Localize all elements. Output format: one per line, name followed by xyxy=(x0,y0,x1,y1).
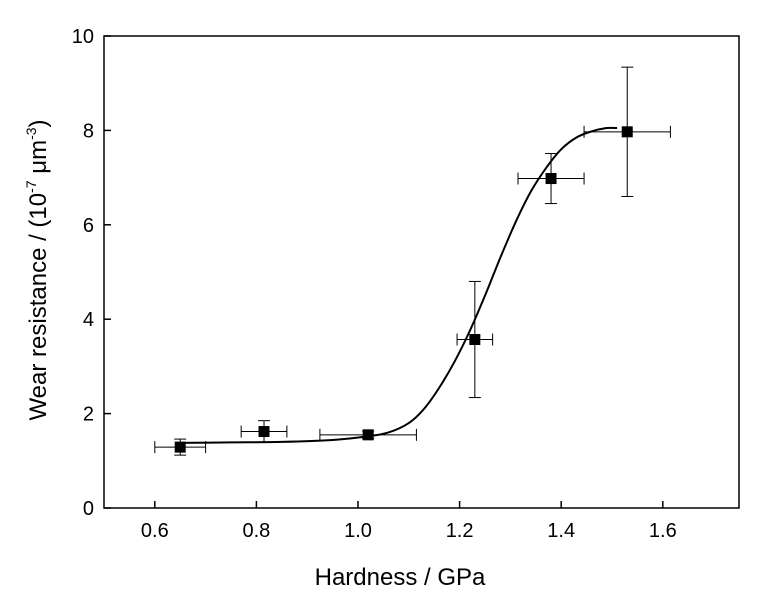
data-point xyxy=(545,173,557,185)
fit-curve xyxy=(180,126,618,444)
y-tick-label: 10 xyxy=(72,26,94,48)
data-point xyxy=(362,429,374,441)
data-point xyxy=(621,126,633,138)
x-axis-tick-labels: 0.6 0.8 1.0 1.2 1.4 1.6 xyxy=(141,520,677,542)
data-point xyxy=(174,441,186,453)
y-axis-tick-labels: 0 2 4 6 8 10 xyxy=(72,26,94,520)
y-axis-title-exp1: -7 xyxy=(23,180,39,193)
plot-frame xyxy=(103,35,740,509)
y-tick-label: 8 xyxy=(83,120,94,142)
data-point xyxy=(258,426,270,438)
y-axis-ticks xyxy=(104,35,111,509)
y-axis-title-exp2: -3 xyxy=(23,127,39,140)
y-tick-label: 2 xyxy=(83,404,94,426)
x-tick-label: 0.6 xyxy=(141,520,169,542)
y-axis-title-suffix: ) xyxy=(25,119,52,127)
x-axis-ticks xyxy=(154,501,664,508)
data-point xyxy=(469,333,481,345)
x-tick-label: 1.0 xyxy=(344,520,372,542)
data-markers xyxy=(174,126,633,453)
y-tick-label: 4 xyxy=(83,309,94,331)
x-axis-title: Hardness / GPa xyxy=(315,564,486,591)
y-axis-title: Wear resistance / (10-7 μm-3) xyxy=(23,119,52,420)
x-tick-label: 0.8 xyxy=(242,520,270,542)
x-tick-label: 1.4 xyxy=(547,520,575,542)
y-axis-title-prefix: Wear resistance / (10 xyxy=(25,193,52,421)
x-tick-label: 1.6 xyxy=(649,520,677,542)
y-tick-label: 6 xyxy=(83,215,94,237)
x-tick-label: 1.2 xyxy=(446,520,474,542)
y-tick-label: 0 xyxy=(83,498,94,520)
error-bars xyxy=(154,66,671,456)
y-axis-title-mid: μm xyxy=(25,140,52,181)
